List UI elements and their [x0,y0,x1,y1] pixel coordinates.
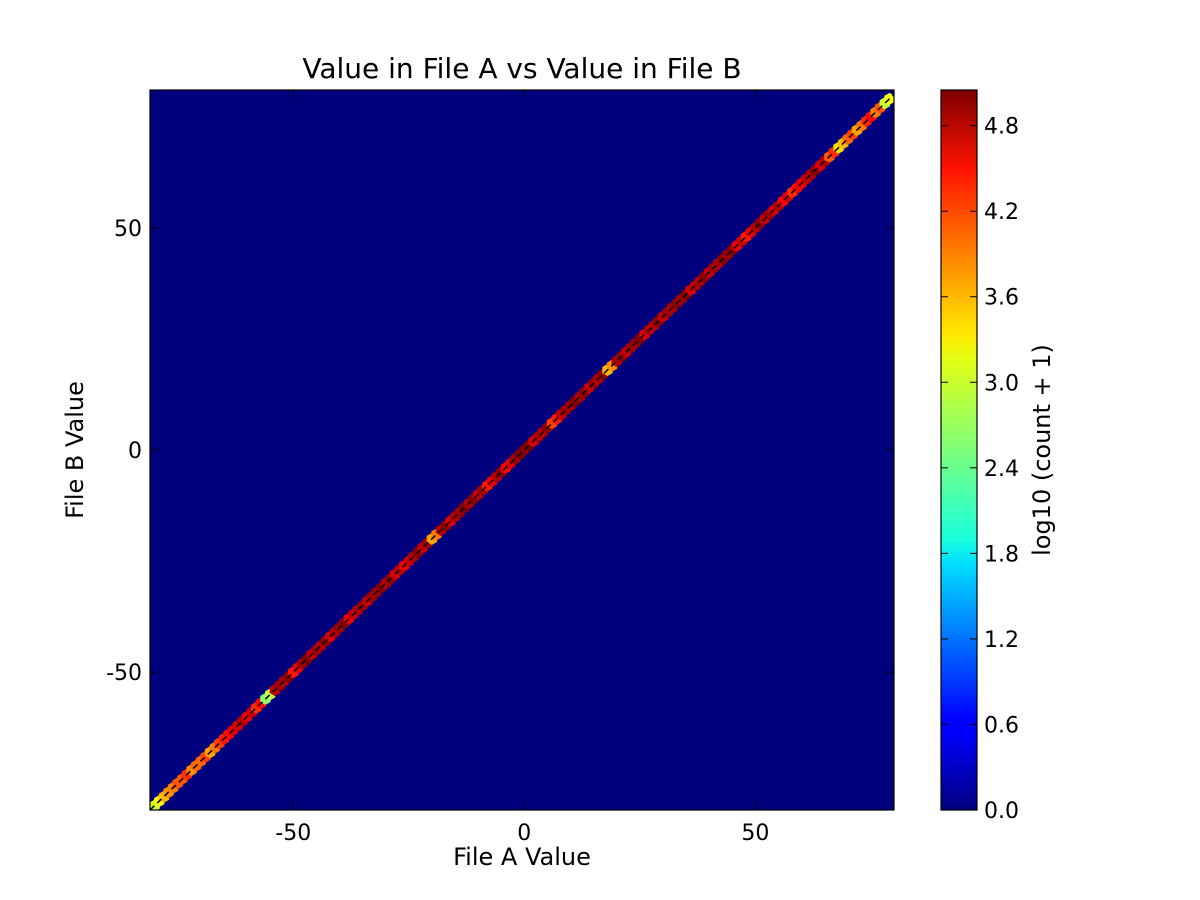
colorbar-tick-label: 4.8 [984,115,1019,140]
y-tick-label: 50 [114,217,142,242]
y-tick-label: -50 [106,661,142,686]
y-axis-label: File B Value [61,381,89,519]
x-tick-label: -50 [275,821,311,846]
colorbar-tick-label: 1.8 [984,542,1019,567]
chart-title: Value in File A vs Value in File B [302,52,741,85]
colorbar-tick-label: 1.2 [984,628,1019,653]
colorbar-tick-label: 0.6 [984,713,1019,738]
colorbar-tick-label: 4.2 [984,200,1019,225]
colorbar-tick-label: 3.0 [984,371,1019,396]
colorbar-tick-label: 0.0 [984,799,1019,824]
colorbar-label: log10 (count + 1) [1028,344,1056,556]
y-axis: -50 0 50 [106,217,894,686]
colorbar [940,89,978,811]
x-tick-label: 50 [741,821,769,846]
x-axis-label: File A Value [453,843,591,871]
colorbar-ticks: 0.0 0.6 1.2 1.8 2.4 3.0 3.6 4.2 4.8 [941,115,1019,824]
identity-reference-line [150,93,894,810]
x-tick-label: 0 [517,821,531,846]
colorbar-tick-label: 2.4 [984,457,1019,482]
colorbar-tick-label: 3.6 [984,286,1019,311]
x-axis: -50 0 50 [275,90,769,846]
y-tick-label: 0 [128,439,142,464]
